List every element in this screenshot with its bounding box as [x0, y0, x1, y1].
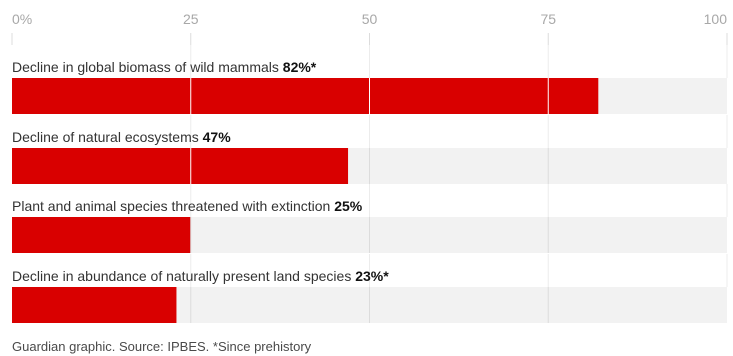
bars: Decline in global biomass of wild mammal… [12, 59, 727, 323]
bar-chart: 0% 25 50 75 100 Decline in global biomass of… [11, 11, 728, 323]
bar-row: Decline in global biomass of wild mammal… [12, 59, 727, 114]
gridlines [190, 45, 728, 287]
bar [12, 217, 191, 253]
value-label: 47% [203, 129, 232, 145]
x-tick-label: 0% [12, 11, 32, 27]
category-label: Decline of natural ecosystems 47% [12, 129, 231, 145]
bar-row: Plant and animal species threatened with… [12, 198, 727, 253]
category-name: Decline in abundance of naturally presen… [12, 268, 355, 284]
bar [12, 287, 177, 323]
x-tick-label: 25 [183, 11, 199, 27]
source-note: Guardian graphic. Source: IPBES. *Since … [12, 339, 312, 354]
category-label: Plant and animal species threatened with… [12, 198, 363, 214]
category-label: Decline in abundance of naturally presen… [12, 268, 389, 284]
x-tick-label: 50 [362, 11, 378, 27]
category-name: Decline in global biomass of wild mammal… [12, 59, 283, 75]
category-label: Decline in global biomass of wild mammal… [12, 59, 317, 75]
x-tick-label: 75 [540, 11, 556, 27]
bar [12, 148, 349, 184]
x-tick-label: 100 [704, 11, 728, 27]
bar [12, 78, 599, 114]
x-axis-ticks: 0% 25 50 75 100 [11, 11, 728, 45]
value-label: 23%* [355, 268, 389, 284]
bar-row: Decline of natural ecosystems 47% [12, 129, 727, 184]
category-name: Decline of natural ecosystems [12, 129, 203, 145]
value-label: 25% [334, 198, 363, 214]
value-label: 82%* [283, 59, 317, 75]
category-name: Plant and animal species threatened with… [12, 198, 334, 214]
bar-row: Decline in abundance of naturally presen… [12, 268, 727, 323]
